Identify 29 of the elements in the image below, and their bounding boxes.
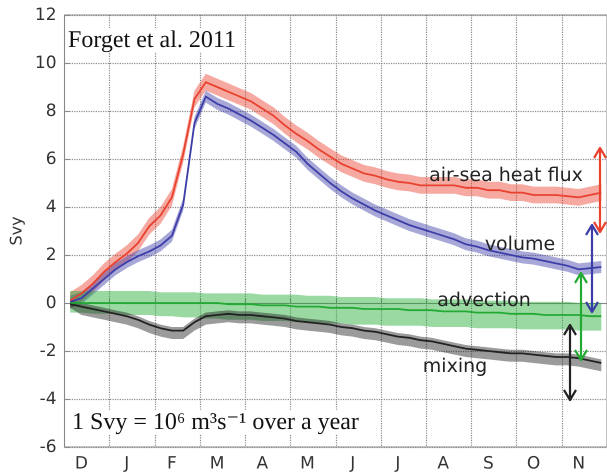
y-tick-label: -6 [40,437,57,457]
x-tick-label: S [482,454,494,473]
x-tick-label: M [210,454,224,473]
x-tick-label: J [394,454,400,473]
y-tick-label: 12 [34,5,57,25]
annotation: 1 Svy = 10⁶ m³s⁻¹ over a year [72,409,359,435]
y-tick-label: 6 [46,149,57,169]
x-tick-label: D [74,454,88,473]
series-label: advection [437,289,531,311]
x-tick-label: A [437,454,450,473]
series-label: volume [484,233,556,255]
y-tick-label: 2 [46,245,57,265]
y-axis-title: Svy [6,216,26,246]
series-label: air-sea heat flux [429,164,583,186]
y-tick-label: 8 [46,101,57,121]
x-tick-label: O [526,454,540,473]
x-tick-label: A [256,454,268,473]
annotation: Forget et al. 2011 [68,27,236,53]
y-tick-label: 4 [46,197,57,217]
x-tick-label: M [300,454,315,473]
x-tick-label: J [123,454,130,473]
y-tick-label: -4 [40,389,57,409]
x-tick-label: F [167,454,177,473]
y-tick-label: 0 [46,293,57,313]
series-label: mixing [422,355,488,377]
y-tick-label: 10 [34,53,57,73]
y-tick-label: -2 [40,341,57,361]
x-tick-label: J [349,454,356,473]
x-tick-label: N [572,454,586,473]
